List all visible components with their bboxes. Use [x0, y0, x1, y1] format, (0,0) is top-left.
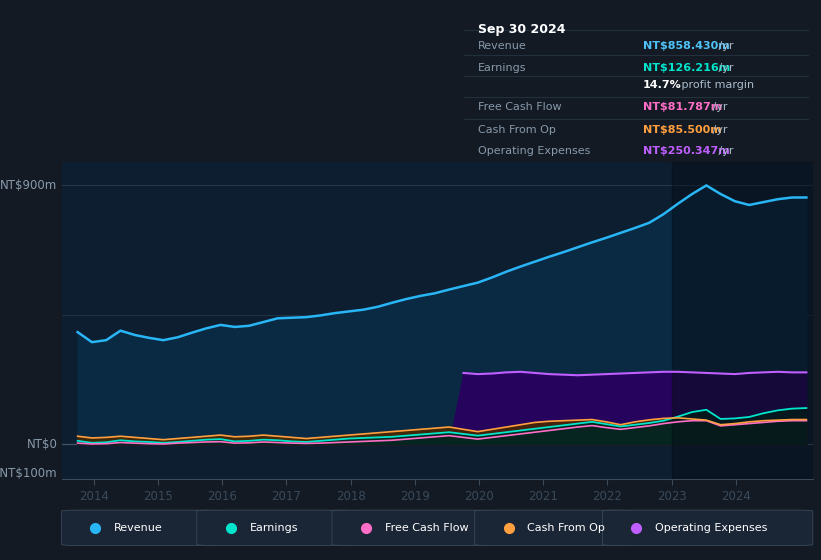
Text: Free Cash Flow: Free Cash Flow [478, 102, 562, 112]
Text: Operating Expenses: Operating Expenses [478, 146, 590, 156]
Text: /yr: /yr [709, 102, 727, 112]
Text: /yr: /yr [715, 146, 733, 156]
Text: Free Cash Flow: Free Cash Flow [384, 523, 468, 533]
Text: Cash From Op: Cash From Op [527, 523, 605, 533]
Text: profit margin: profit margin [677, 80, 754, 90]
Text: NT$250.347m: NT$250.347m [643, 146, 730, 156]
Text: Revenue: Revenue [478, 40, 526, 50]
Text: NT$85.500m: NT$85.500m [643, 124, 722, 134]
Text: NT$126.216m: NT$126.216m [643, 63, 731, 73]
FancyBboxPatch shape [603, 510, 813, 545]
Text: /yr: /yr [715, 40, 733, 50]
Text: Earnings: Earnings [250, 523, 298, 533]
Text: NT$900m: NT$900m [0, 179, 57, 192]
Text: Sep 30 2024: Sep 30 2024 [478, 23, 565, 36]
Text: -NT$100m: -NT$100m [0, 466, 57, 479]
Text: NT$81.787m: NT$81.787m [643, 102, 722, 112]
FancyBboxPatch shape [475, 510, 632, 545]
Text: 14.7%: 14.7% [643, 80, 682, 90]
Text: Cash From Op: Cash From Op [478, 124, 556, 134]
Text: Revenue: Revenue [114, 523, 163, 533]
Text: NT$0: NT$0 [26, 438, 57, 451]
FancyBboxPatch shape [62, 510, 219, 545]
Text: /yr: /yr [709, 124, 727, 134]
FancyBboxPatch shape [197, 510, 355, 545]
Bar [672, 162, 813, 479]
FancyBboxPatch shape [332, 510, 490, 545]
Text: Operating Expenses: Operating Expenses [655, 523, 768, 533]
Text: /yr: /yr [715, 63, 733, 73]
Text: Earnings: Earnings [478, 63, 526, 73]
Text: NT$858.430m: NT$858.430m [643, 40, 730, 50]
